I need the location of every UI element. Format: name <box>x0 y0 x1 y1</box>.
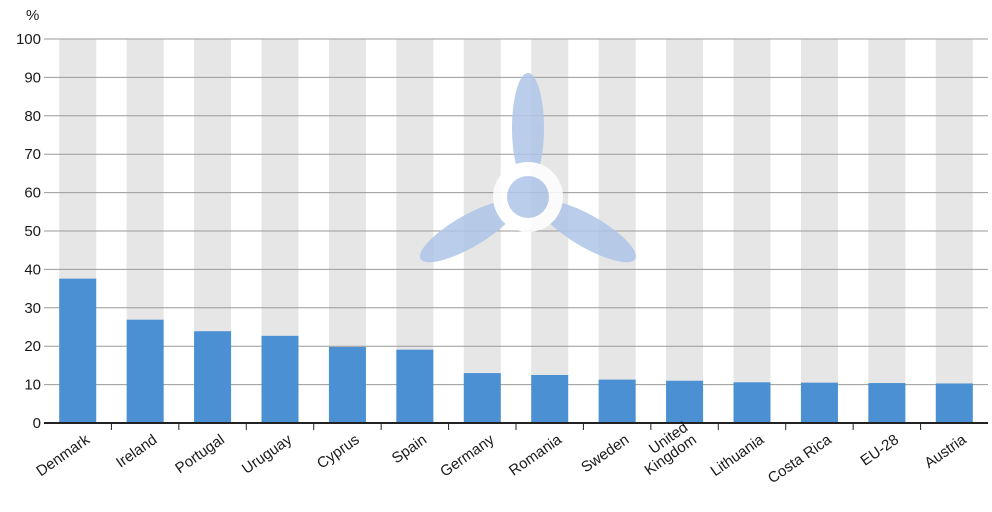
y-tick-label: 30 <box>24 300 41 317</box>
bar <box>868 383 906 423</box>
category-label: Romania <box>506 431 565 480</box>
y-tick-label: 100 <box>16 31 41 48</box>
category-label: Portugal <box>172 431 228 477</box>
bars <box>59 278 973 423</box>
y-tick-label: 10 <box>24 377 41 394</box>
bar <box>328 346 366 423</box>
category-label: Spain <box>389 431 430 467</box>
bar <box>126 319 164 423</box>
bar <box>261 335 299 423</box>
bar <box>463 373 501 423</box>
y-tick-label: 0 <box>33 415 41 432</box>
category-labels: Denmark Ireland Portugal Uruguay Cyprus Spain… <box>33 419 970 487</box>
bar <box>531 375 569 423</box>
y-tick-label: 90 <box>24 69 41 86</box>
category-label: UnitedKingdom <box>633 419 700 479</box>
bar <box>396 349 434 423</box>
wind-turbine-icon <box>419 73 637 263</box>
category-label: Ireland <box>113 431 160 471</box>
bar <box>666 380 704 423</box>
y-tick-label: 60 <box>24 185 41 202</box>
category-label: Costa Rica <box>765 431 835 487</box>
bar <box>733 382 771 423</box>
bar <box>598 379 636 423</box>
y-axis-unit-label: % <box>26 7 39 24</box>
bar <box>800 382 838 423</box>
y-tick-label: 40 <box>24 261 41 278</box>
category-label: Germany <box>437 431 498 481</box>
y-tick-label: 70 <box>24 146 41 163</box>
bar <box>194 331 232 423</box>
category-label: Cyprus <box>314 431 363 472</box>
category-label: Austria <box>921 431 970 472</box>
category-label: Uruguay <box>239 431 296 478</box>
y-tick-label: 50 <box>24 223 41 240</box>
y-axis-ticks: 0 10 20 30 40 50 60 70 80 90 100 <box>16 31 41 432</box>
category-label: Sweden <box>578 431 632 476</box>
bar <box>935 383 973 423</box>
y-tick-label: 20 <box>24 338 41 355</box>
y-tick-label: 80 <box>24 108 41 125</box>
category-label: Denmark <box>33 431 93 480</box>
x-axis-ticks <box>110 423 922 430</box>
bar <box>59 278 97 423</box>
category-label: EU-28 <box>857 431 902 469</box>
category-label: Lithuania <box>708 431 768 480</box>
